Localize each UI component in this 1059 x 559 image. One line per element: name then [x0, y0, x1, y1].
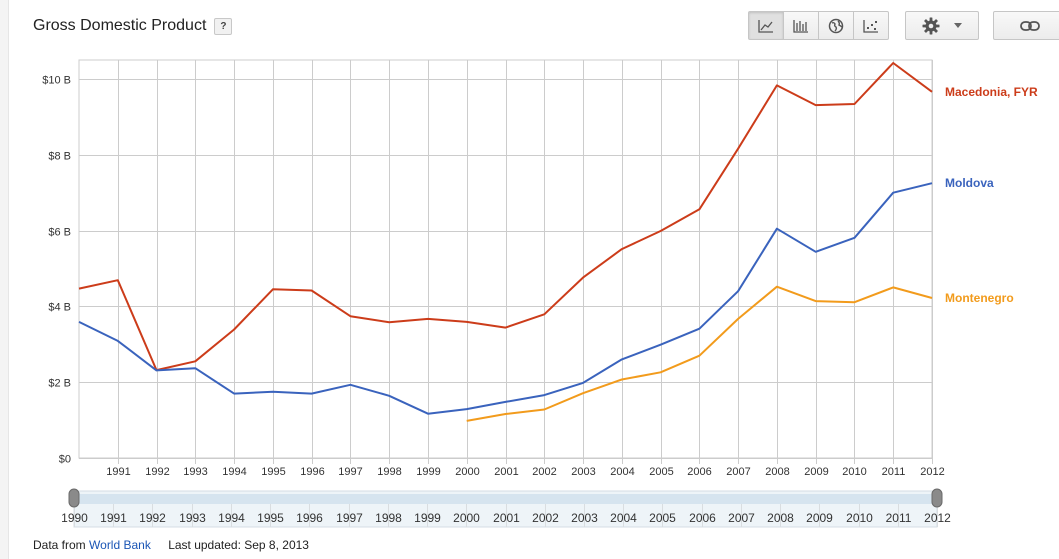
timeline-label: 2009 [806, 511, 833, 525]
timeline-label: 2008 [767, 511, 794, 525]
timeline-label: 1990 [61, 511, 88, 525]
timeline-start-handle[interactable] [68, 488, 80, 508]
chart-footer: Data from World Bank Last updated: Sep 8… [33, 538, 309, 552]
timeline-label: 1998 [375, 511, 402, 525]
timeline-selected-range [74, 494, 937, 504]
y-tick-label: $8 B [48, 151, 71, 163]
timeline-label: 2011 [886, 511, 912, 525]
chart-type-switcher [748, 11, 889, 40]
y-axis: $0 $2 B $4 B $6 B $8 B $10 B [42, 75, 71, 466]
x-tick-label: 2011 [882, 466, 906, 478]
timeline-label: 1992 [139, 511, 166, 525]
timeline-label: 1999 [414, 511, 441, 525]
bar-chart-button[interactable] [784, 11, 819, 40]
x-tick-label: 1999 [416, 466, 440, 478]
series-line-0 [78, 62, 933, 372]
x-tick-label: 1992 [145, 466, 169, 478]
timeline-label: 2004 [610, 511, 637, 525]
timeline-label: 2002 [532, 511, 559, 525]
timeline-label: 1996 [296, 511, 323, 525]
x-tick-label: 2009 [804, 466, 828, 478]
timeline-end-handle[interactable] [931, 488, 943, 508]
x-tick-label: 1997 [338, 466, 362, 478]
timeline-label: 1994 [218, 511, 245, 525]
x-tick-label: 2006 [687, 466, 711, 478]
legend-label: Moldova [945, 176, 994, 190]
chart-series [78, 62, 933, 422]
chart-header: Gross Domestic Product ? [33, 17, 233, 35]
last-updated: Last updated: Sep 8, 2013 [168, 538, 309, 552]
map-button[interactable] [819, 11, 854, 40]
timeline-label: 2012 [924, 511, 951, 525]
gear-icon [922, 17, 940, 34]
x-tick-label: 1994 [222, 466, 246, 478]
x-tick-label: 2005 [649, 466, 673, 478]
timeline-label: 2006 [689, 511, 716, 525]
share-link-button[interactable] [993, 11, 1059, 40]
x-tick-label: 1993 [183, 466, 207, 478]
chevron-down-icon [954, 23, 962, 28]
x-tick-label: 2010 [842, 466, 866, 478]
x-tick-label: 2001 [494, 466, 518, 478]
x-tick-label: 2003 [571, 466, 595, 478]
x-tick-label: 1995 [261, 466, 285, 478]
chart-grid [78, 59, 933, 464]
timeline-label: 2000 [453, 511, 480, 525]
series-line-2 [466, 285, 933, 422]
source-link[interactable]: World Bank [89, 538, 151, 552]
timeline-label: 2010 [846, 511, 873, 525]
scatter-button[interactable] [854, 11, 889, 40]
x-tick-label: 2000 [455, 466, 479, 478]
x-tick-label: 1991 [106, 466, 130, 478]
map-icon [828, 18, 844, 33]
x-tick-label: 2008 [765, 466, 789, 478]
bar-chart-icon [793, 19, 808, 33]
x-tick-label: 2012 [920, 466, 944, 478]
plot-border [78, 59, 933, 459]
line-chart-button[interactable] [748, 11, 784, 40]
link-icon [1020, 20, 1040, 31]
timeline-label: 1995 [257, 511, 284, 525]
timeline-label: 1991 [100, 511, 127, 525]
line-chart-icon [758, 19, 773, 33]
timeline-label: 2003 [571, 511, 598, 525]
page-title: Gross Domestic Product [33, 17, 207, 34]
y-tick-label: $2 B [48, 378, 71, 390]
timeline-label: 2005 [649, 511, 676, 525]
chart-legend: Macedonia, FYR Moldova Montenegro [945, 85, 1038, 305]
x-tick-label: 2002 [532, 466, 556, 478]
y-tick-label: $10 B [42, 75, 71, 87]
settings-button[interactable] [905, 11, 979, 40]
y-tick-label: $0 [59, 454, 71, 466]
left-panel-edge [0, 0, 9, 559]
legend-label: Montenegro [945, 291, 1014, 305]
series-line-1 [78, 182, 933, 415]
y-tick-label: $6 B [48, 227, 71, 239]
timeline-label: 2007 [728, 511, 755, 525]
timeline-label: 2001 [493, 511, 520, 525]
scatter-icon [863, 19, 878, 33]
help-button[interactable]: ? [214, 17, 233, 35]
legend-label: Macedonia, FYR [945, 85, 1038, 99]
timeline-label: 1997 [336, 511, 363, 525]
source-prefix: Data from [33, 538, 86, 552]
timeline-slider[interactable]: 1990 1991 1992 1993 1994 1995 1996 1997 1998 1999… [61, 488, 951, 528]
x-tick-label: 1998 [377, 466, 401, 478]
x-axis: 1991 1992 1993 1994 1995 1996 1997 1998 1999 2000… [106, 466, 944, 478]
x-tick-label: 2007 [726, 466, 750, 478]
x-tick-label: 2004 [610, 466, 634, 478]
y-tick-label: $4 B [48, 302, 71, 314]
x-tick-label: 1996 [300, 466, 324, 478]
timeline-label: 1993 [179, 511, 206, 525]
